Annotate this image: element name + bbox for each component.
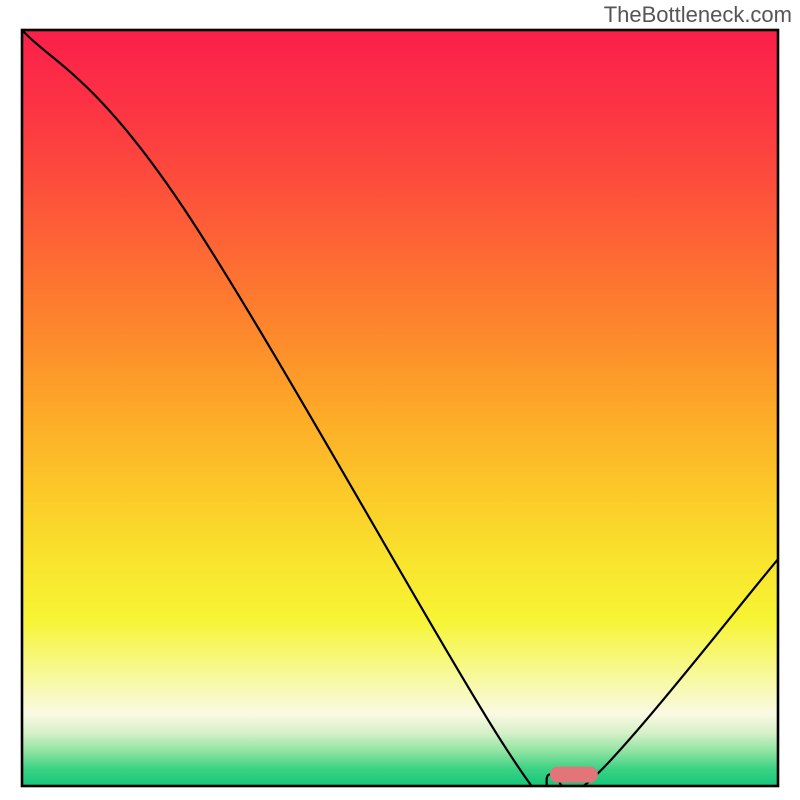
chart-background-gradient [22,30,778,786]
bottleneck-chart [0,0,800,800]
optimal-marker [550,767,598,783]
watermark-text: TheBottleneck.com [604,2,792,28]
